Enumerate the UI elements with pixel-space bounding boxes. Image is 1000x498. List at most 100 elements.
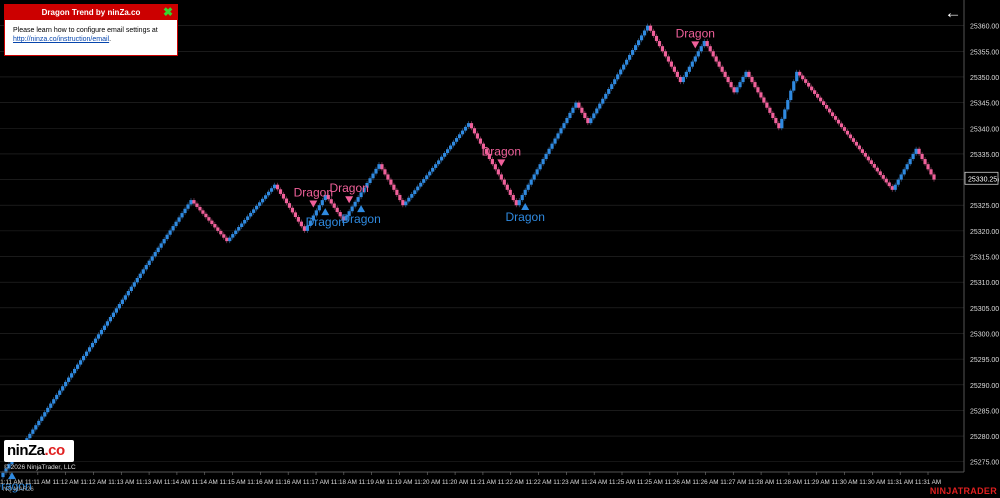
down-brick	[201, 210, 205, 214]
up-brick	[428, 171, 432, 176]
up-brick	[463, 126, 468, 131]
up-brick	[556, 133, 560, 139]
up-brick	[541, 159, 545, 165]
close-icon[interactable]: ✖	[162, 5, 174, 19]
up-brick	[61, 386, 65, 391]
dragon-signals: DragonDragonDragonDragonDragonDragonDrag…	[0, 26, 715, 493]
up-brick	[559, 128, 563, 134]
down-brick	[714, 56, 718, 62]
up-brick	[78, 360, 83, 365]
up-brick	[305, 225, 309, 231]
down-brick	[726, 76, 730, 83]
chart-grid	[0, 25, 964, 463]
down-brick	[666, 56, 671, 62]
up-brick	[105, 321, 110, 326]
down-brick	[711, 51, 715, 57]
down-brick	[753, 82, 757, 88]
down-brick	[469, 123, 474, 129]
up-brick	[132, 282, 136, 287]
down-brick	[827, 108, 832, 113]
down-brick	[810, 86, 814, 91]
up-brick	[744, 71, 748, 77]
x-tick-label: 11:19 AM	[359, 479, 385, 486]
up-brick	[687, 66, 691, 72]
down-brick	[669, 61, 674, 67]
up-brick	[34, 425, 38, 430]
x-tick-label: 11:27 AM	[720, 479, 746, 486]
down-brick	[678, 76, 682, 83]
up-brick	[374, 168, 378, 174]
down-brick	[296, 217, 301, 222]
up-brick	[171, 226, 175, 231]
down-brick	[651, 30, 656, 36]
up-brick	[702, 41, 706, 47]
up-brick	[448, 145, 453, 150]
up-brick	[610, 84, 614, 90]
up-brick	[46, 407, 50, 413]
down-brick	[848, 134, 853, 139]
buy-triangle-icon	[321, 208, 330, 216]
down-brick	[878, 171, 882, 176]
buy-triangle-icon	[521, 202, 530, 210]
y-tick-label: 25320.00	[970, 229, 999, 236]
up-brick	[446, 149, 450, 153]
up-brick	[735, 87, 739, 93]
up-brick	[911, 153, 915, 160]
x-tick-label: 11:21 AM	[470, 479, 496, 486]
up-brick	[693, 56, 697, 62]
up-brick	[43, 412, 47, 417]
down-brick	[884, 178, 888, 183]
up-brick	[595, 108, 599, 114]
x-tick-label: 11:24 AM	[581, 479, 607, 486]
up-brick	[75, 364, 80, 369]
up-brick	[114, 308, 118, 313]
sell-triangle-icon	[497, 159, 506, 167]
up-brick	[81, 355, 86, 361]
up-brick	[642, 30, 647, 36]
down-brick	[299, 221, 303, 227]
x-tick-label: 11:26 AM	[665, 479, 691, 486]
sell-triangle-icon	[309, 200, 318, 208]
x-tick-label: 11:25 AM	[609, 479, 635, 486]
down-brick	[207, 217, 211, 221]
down-brick	[708, 46, 712, 52]
down-brick	[278, 189, 283, 194]
down-brick	[335, 207, 339, 213]
up-brick	[786, 100, 790, 110]
up-brick	[416, 186, 420, 191]
up-brick	[574, 102, 578, 108]
up-brick	[908, 159, 912, 165]
y-tick-label: 25310.00	[970, 280, 999, 287]
y-tick-label: 25355.00	[970, 49, 999, 56]
up-brick	[413, 190, 417, 195]
up-brick	[454, 138, 459, 142]
x-tick-label: 11:31 AM	[915, 479, 941, 486]
ninza-logo: ninZa.co	[4, 440, 74, 462]
down-brick	[750, 76, 754, 83]
down-brick	[398, 194, 402, 201]
up-brick	[153, 252, 157, 257]
up-brick	[28, 433, 32, 439]
up-brick	[186, 204, 190, 209]
up-brick	[538, 164, 542, 170]
x-tick-label: 11:11 AM	[0, 479, 23, 486]
up-brick	[783, 109, 787, 119]
sell-signal-label: Dragon	[482, 144, 521, 158]
up-brick	[371, 173, 375, 179]
down-brick	[759, 92, 763, 98]
popup-body: Please learn how to configure email sett…	[5, 20, 177, 50]
up-brick	[141, 269, 145, 274]
down-brick	[926, 164, 930, 170]
copyright-text: © 2026 NinjaTrader, LLC	[4, 464, 76, 471]
back-arrow-icon[interactable]: ←	[944, 3, 962, 22]
down-brick	[765, 102, 769, 108]
up-brick	[84, 351, 89, 356]
email-instruction-link[interactable]: http://ninza.co/instruction/email	[13, 36, 110, 43]
x-tick-label: 11:29 AM	[804, 479, 830, 486]
sell-signal-label: Dragon	[676, 26, 715, 40]
x-tick-label: 11:28 AM	[748, 479, 774, 486]
up-brick	[52, 399, 56, 404]
up-brick	[571, 107, 575, 113]
down-brick	[777, 123, 781, 129]
